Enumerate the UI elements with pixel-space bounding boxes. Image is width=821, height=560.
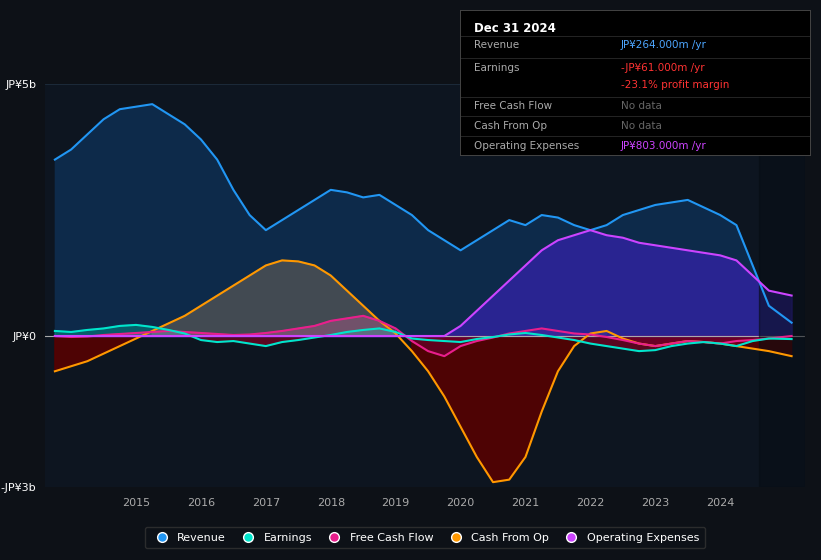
Text: -JP¥61.000m /yr: -JP¥61.000m /yr [621,63,704,73]
Text: No data: No data [621,121,662,131]
Text: Earnings: Earnings [474,63,520,73]
Text: Revenue: Revenue [474,40,519,50]
Text: -23.1% profit margin: -23.1% profit margin [621,81,729,90]
Text: JP¥264.000m /yr: JP¥264.000m /yr [621,40,707,50]
Bar [759,84,805,487]
Text: JP¥803.000m /yr: JP¥803.000m /yr [621,141,707,151]
Text: No data: No data [621,101,662,111]
Text: Cash From Op: Cash From Op [474,121,547,131]
Text: Dec 31 2024: Dec 31 2024 [474,22,556,35]
Legend: Revenue, Earnings, Free Cash Flow, Cash From Op, Operating Expenses: Revenue, Earnings, Free Cash Flow, Cash … [144,527,705,548]
Text: Free Cash Flow: Free Cash Flow [474,101,553,111]
Text: Operating Expenses: Operating Expenses [474,141,580,151]
